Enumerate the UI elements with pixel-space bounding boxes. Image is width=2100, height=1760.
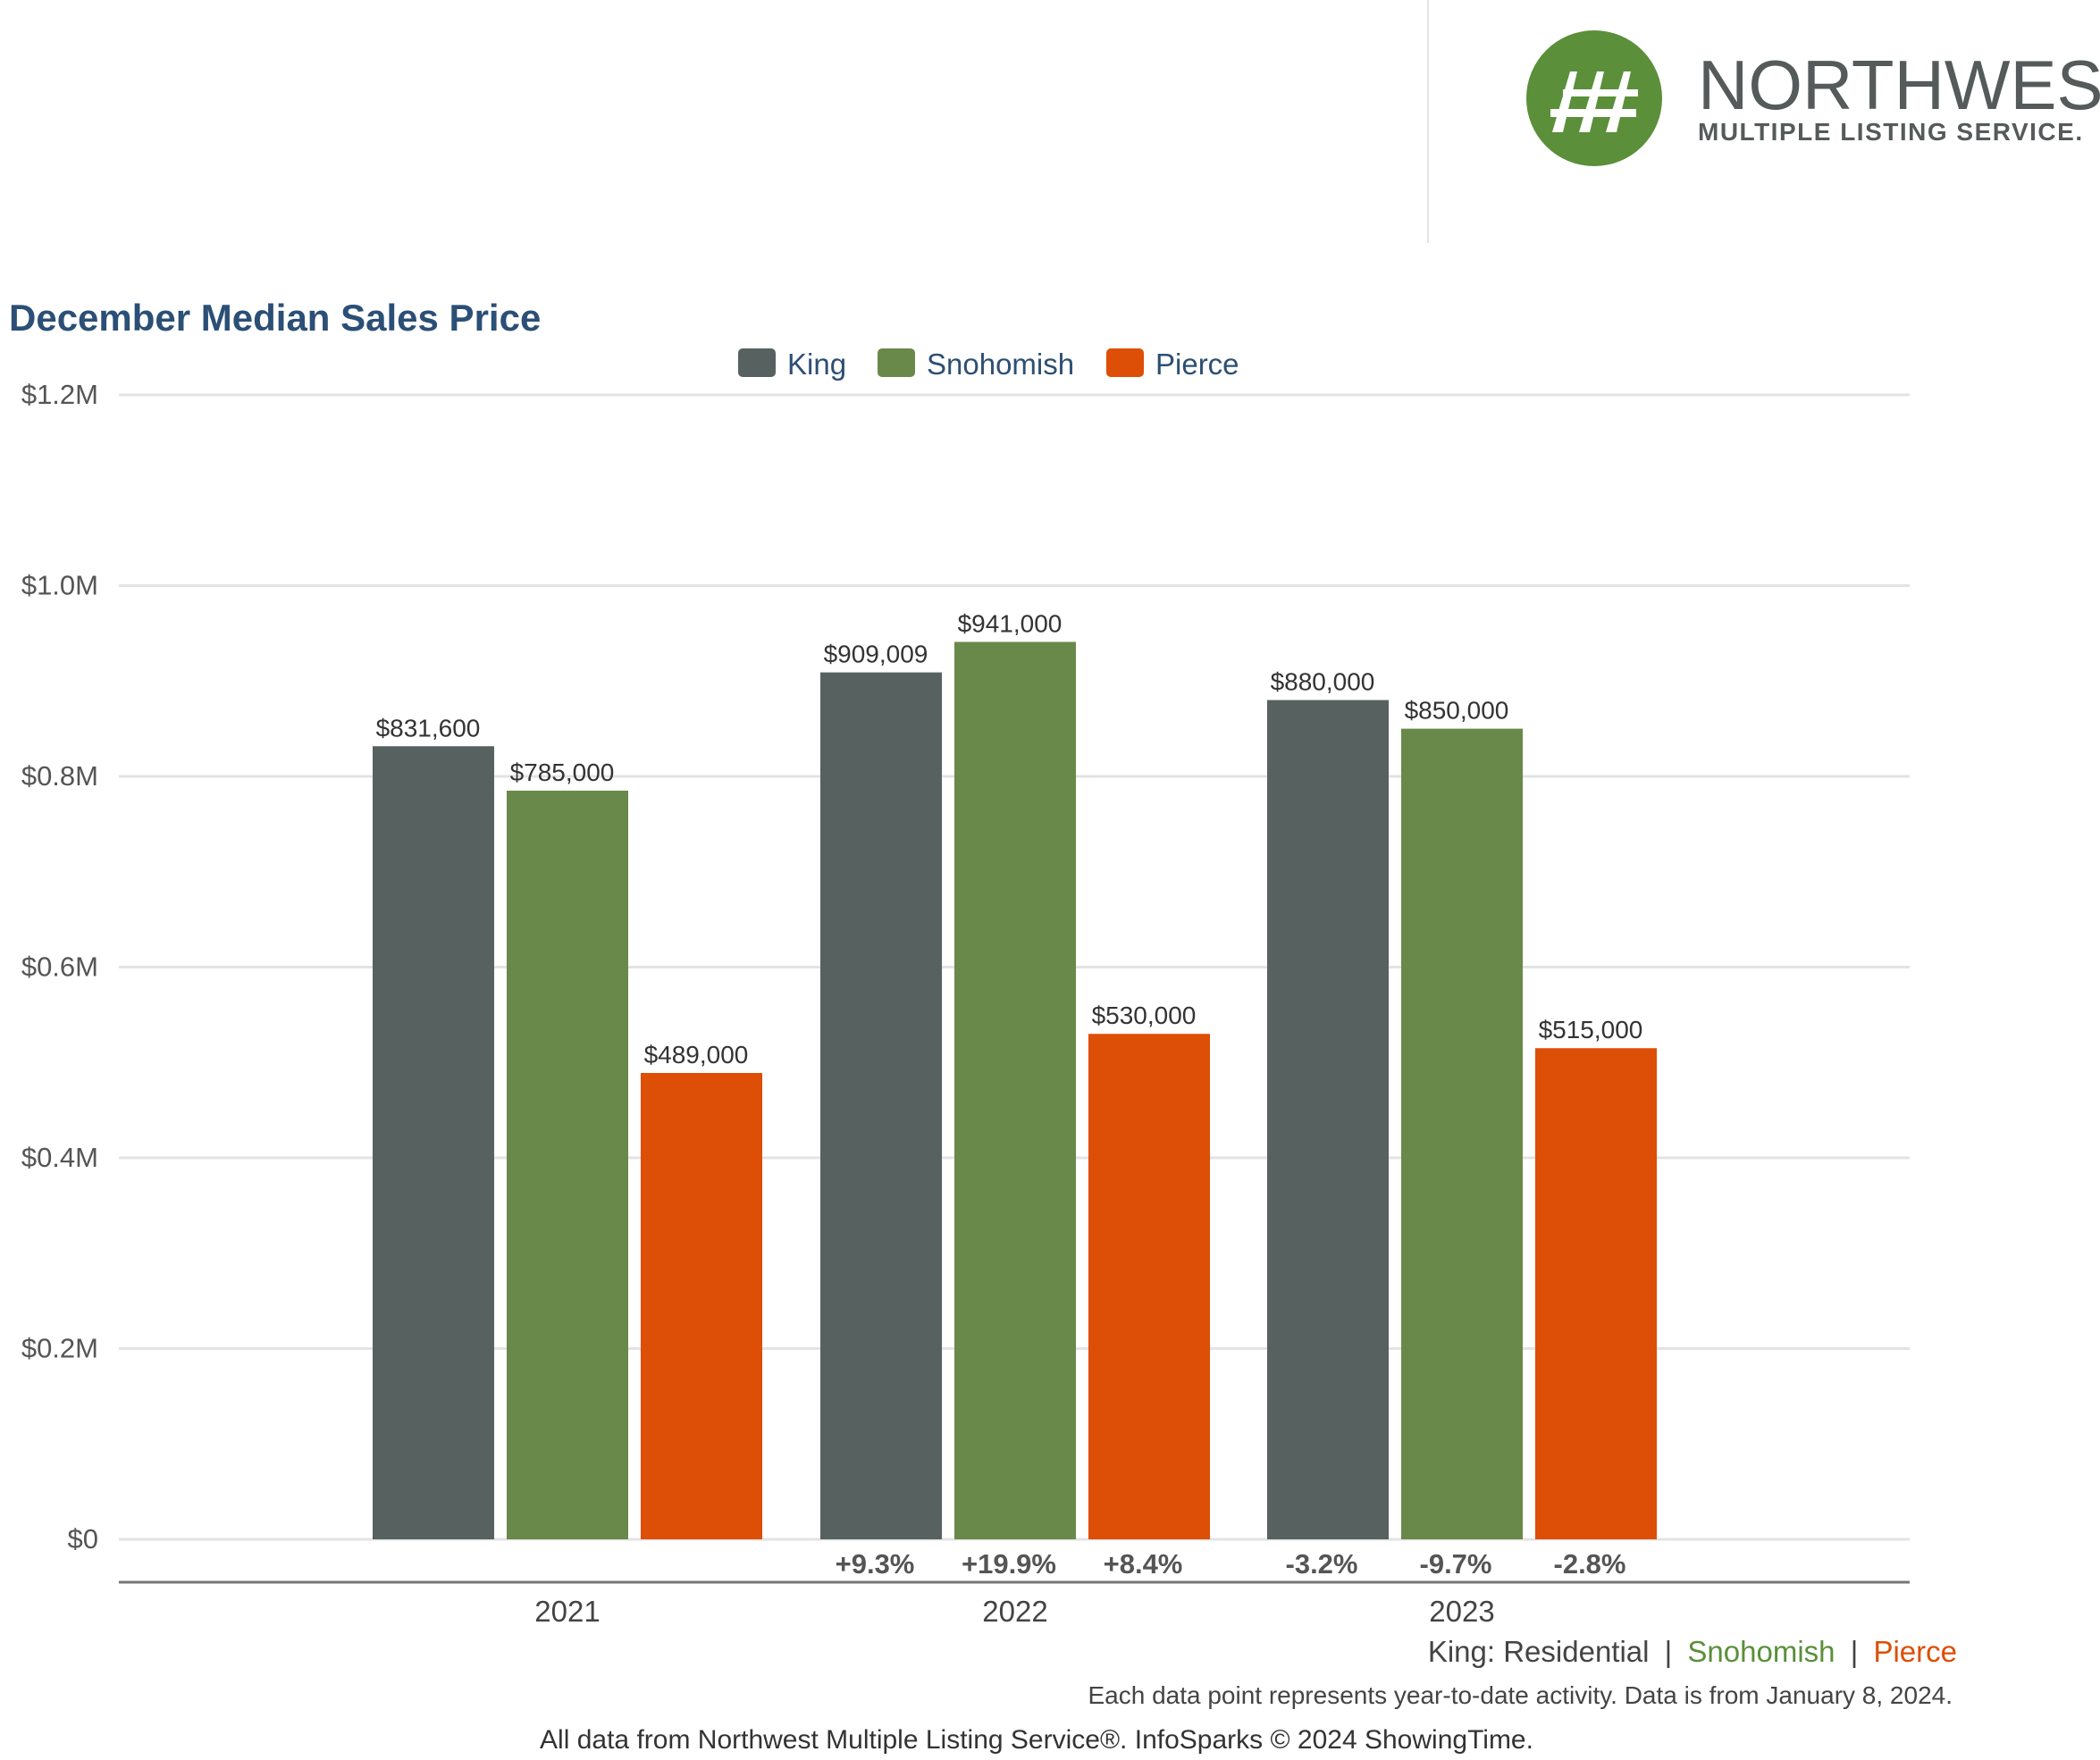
legend-swatch-snohomish bbox=[878, 348, 915, 377]
legend-swatch-king bbox=[738, 348, 776, 377]
bar-snohomish-2022 bbox=[954, 641, 1076, 1539]
series-note-king: King: Residential bbox=[1428, 1635, 1650, 1668]
bar-snohomish-2023 bbox=[1401, 728, 1523, 1539]
value-label: $941,000 bbox=[958, 609, 1063, 637]
change-label: -3.2% bbox=[1286, 1548, 1358, 1580]
bar-pierce-2023 bbox=[1535, 1048, 1657, 1539]
x-axis-labels: 2021 2022 2023 bbox=[534, 1595, 1494, 1628]
nwmls-logo: NORTHWEST MULTIPLE LISTING SERVICE. bbox=[1526, 30, 2100, 166]
bar-king-2021 bbox=[373, 746, 494, 1539]
logo-name: NORTHWEST bbox=[1698, 46, 2100, 124]
change-label: +9.3% bbox=[836, 1548, 915, 1580]
ytd-note: Each data point represents year-to-date … bbox=[1088, 1681, 1953, 1709]
value-label: $909,009 bbox=[824, 641, 928, 668]
y-tick-label: $0.4M bbox=[21, 1142, 98, 1173]
value-label: $515,000 bbox=[1539, 1016, 1643, 1043]
bar-king-2022 bbox=[820, 672, 942, 1539]
change-labels: +9.3% +19.9% +8.4% -3.2% -9.7% -2.8% bbox=[836, 1548, 1626, 1580]
value-labels: $831,600 $785,000 $489,000 $909,009 $941,000… bbox=[376, 609, 1643, 1069]
legend-label-snohomish: Snohomish bbox=[927, 348, 1074, 381]
value-label: $530,000 bbox=[1092, 1002, 1197, 1029]
x-tick-label: 2022 bbox=[982, 1595, 1047, 1628]
change-label: +8.4% bbox=[1104, 1548, 1183, 1580]
value-label: $489,000 bbox=[644, 1041, 749, 1069]
source-note: All data from Northwest Multiple Listing… bbox=[540, 1725, 1533, 1755]
y-axis-ticks: $0 $0.2M $0.4M $0.6M $0.8M $1.0M $1.2M bbox=[21, 379, 98, 1555]
series-note-snohomish: Snohomish bbox=[1687, 1635, 1835, 1668]
change-label: +19.9% bbox=[962, 1548, 1056, 1580]
series-note-sep-2: | bbox=[1851, 1635, 1859, 1668]
chart-legend: King Snohomish Pierce bbox=[738, 348, 1239, 381]
change-label: -2.8% bbox=[1554, 1548, 1626, 1580]
legend-label-pierce: Pierce bbox=[1155, 348, 1239, 381]
x-tick-label: 2023 bbox=[1429, 1595, 1494, 1628]
value-label: $850,000 bbox=[1405, 697, 1509, 725]
value-label: $785,000 bbox=[510, 758, 615, 786]
y-tick-label: $1.2M bbox=[21, 379, 98, 410]
trees-icon bbox=[1550, 71, 1638, 132]
bar-pierce-2022 bbox=[1088, 1034, 1210, 1539]
legend-label-king: King bbox=[787, 348, 846, 381]
header-divider bbox=[1427, 0, 1429, 243]
logo-subname: MULTIPLE LISTING SERVICE. bbox=[1698, 118, 2084, 146]
series-note-sep-1: | bbox=[1665, 1635, 1673, 1668]
legend-swatch-pierce bbox=[1106, 348, 1144, 377]
chart-title: December Median Sales Price bbox=[9, 297, 541, 339]
y-tick-label: $0 bbox=[68, 1523, 98, 1555]
value-label: $880,000 bbox=[1271, 668, 1375, 696]
y-tick-label: $0.2M bbox=[21, 1333, 98, 1364]
change-label: -9.7% bbox=[1420, 1548, 1492, 1580]
value-label: $831,600 bbox=[376, 714, 481, 742]
bar-pierce-2021 bbox=[641, 1072, 762, 1539]
x-tick-label: 2021 bbox=[534, 1595, 600, 1628]
y-tick-label: $1.0M bbox=[21, 570, 98, 601]
series-note: King: Residential | Snohomish | Pierce bbox=[1428, 1635, 1957, 1668]
y-tick-label: $0.8M bbox=[21, 760, 98, 792]
series-note-pierce: Pierce bbox=[1873, 1635, 1957, 1668]
y-tick-label: $0.6M bbox=[21, 951, 98, 983]
bar-snohomish-2021 bbox=[507, 791, 628, 1539]
bars bbox=[373, 641, 1657, 1539]
bar-king-2023 bbox=[1267, 700, 1389, 1539]
